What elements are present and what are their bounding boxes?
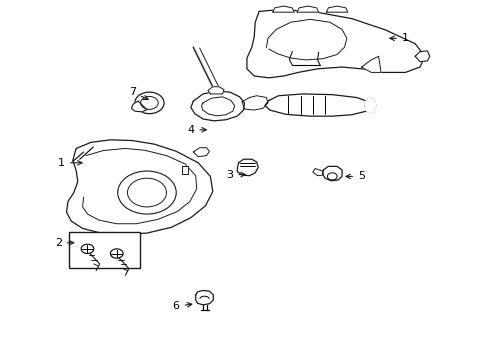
Polygon shape bbox=[66, 140, 212, 234]
Text: 7: 7 bbox=[128, 87, 148, 100]
Text: 6: 6 bbox=[172, 301, 191, 311]
Polygon shape bbox=[190, 91, 244, 121]
Polygon shape bbox=[193, 148, 209, 157]
Text: 4: 4 bbox=[187, 125, 206, 135]
Polygon shape bbox=[264, 94, 370, 116]
Polygon shape bbox=[195, 291, 213, 305]
Polygon shape bbox=[246, 10, 424, 78]
Polygon shape bbox=[131, 101, 147, 112]
Polygon shape bbox=[297, 6, 318, 12]
Polygon shape bbox=[326, 6, 347, 12]
Polygon shape bbox=[237, 159, 258, 176]
Polygon shape bbox=[361, 56, 380, 72]
Text: 3: 3 bbox=[226, 170, 245, 180]
Circle shape bbox=[135, 92, 163, 114]
Polygon shape bbox=[322, 166, 341, 181]
Polygon shape bbox=[207, 87, 224, 94]
Ellipse shape bbox=[364, 98, 375, 113]
Circle shape bbox=[118, 171, 176, 214]
Text: 2: 2 bbox=[55, 238, 74, 248]
Polygon shape bbox=[272, 6, 294, 12]
Polygon shape bbox=[242, 96, 267, 110]
Polygon shape bbox=[182, 166, 188, 174]
Text: 5: 5 bbox=[346, 171, 364, 181]
Text: 1: 1 bbox=[58, 158, 82, 168]
Polygon shape bbox=[312, 168, 323, 176]
Bar bbox=[69, 232, 140, 268]
Text: 1: 1 bbox=[389, 33, 408, 43]
Polygon shape bbox=[414, 51, 429, 62]
